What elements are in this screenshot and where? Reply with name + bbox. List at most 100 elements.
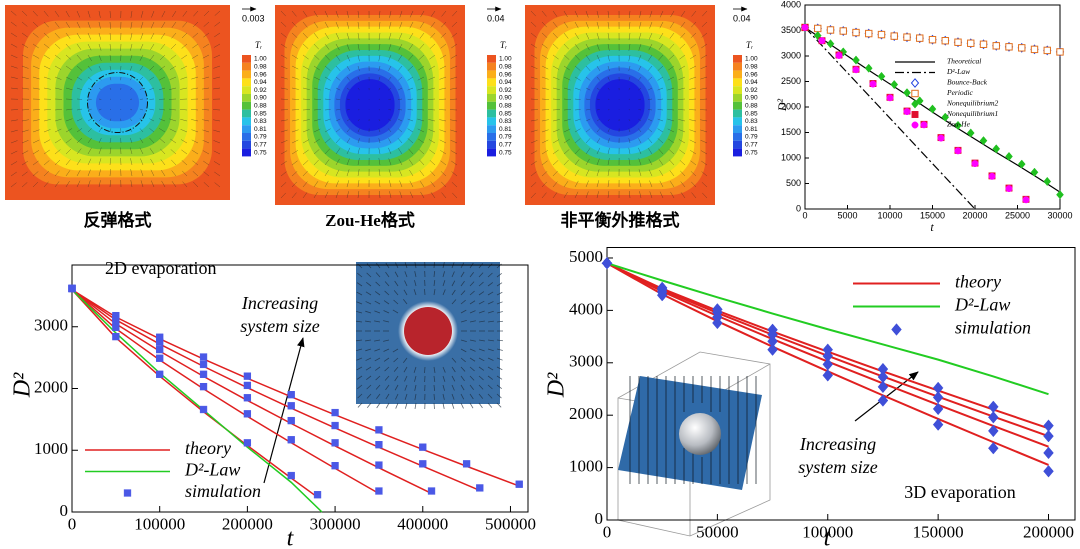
vector xyxy=(192,160,199,166)
vector xyxy=(170,149,177,155)
vector xyxy=(389,21,392,29)
vector xyxy=(76,137,83,144)
x-tick-label: 100000 xyxy=(802,523,853,542)
vector xyxy=(365,339,372,342)
vector xyxy=(596,87,601,91)
data-point xyxy=(712,316,723,330)
vector xyxy=(375,384,381,390)
vector xyxy=(700,129,708,133)
vector xyxy=(552,139,560,144)
vector xyxy=(388,54,392,62)
vector xyxy=(109,147,112,155)
data-point xyxy=(767,343,778,356)
vector xyxy=(428,65,436,70)
vector xyxy=(149,108,155,111)
colorbar-label: 0.83 xyxy=(745,118,758,125)
vector xyxy=(87,147,92,155)
colorbar-label: 0.83 xyxy=(499,118,512,125)
vector xyxy=(541,192,547,199)
vector xyxy=(139,118,144,122)
vector xyxy=(324,76,331,81)
vector xyxy=(541,10,547,17)
vector xyxy=(129,118,133,122)
vector xyxy=(374,320,381,323)
vector xyxy=(487,301,494,305)
vector xyxy=(439,149,447,155)
vector xyxy=(596,118,601,122)
vector xyxy=(384,375,390,381)
vector xyxy=(638,147,642,155)
vector xyxy=(280,140,288,144)
vector xyxy=(357,180,360,188)
data-point xyxy=(243,372,252,380)
vector xyxy=(419,170,425,177)
colorbar-label: 0.96 xyxy=(745,71,758,78)
vector xyxy=(161,10,166,18)
data-point xyxy=(903,33,911,41)
vector xyxy=(585,128,591,133)
vector xyxy=(628,98,631,100)
vector xyxy=(291,43,298,49)
vector xyxy=(439,87,447,90)
vector xyxy=(607,65,610,71)
vector xyxy=(701,32,708,38)
data-point xyxy=(243,394,252,402)
panel-caption: 反弹格式 xyxy=(84,210,152,230)
vector xyxy=(378,54,381,62)
data-point xyxy=(869,80,877,88)
vector xyxy=(346,180,350,188)
vector xyxy=(649,191,653,199)
vector xyxy=(202,119,210,122)
vector xyxy=(440,43,447,49)
vector xyxy=(378,98,381,100)
data-point xyxy=(601,256,613,270)
data-point xyxy=(865,29,873,38)
vector xyxy=(596,169,600,177)
vector xyxy=(280,32,287,38)
vector xyxy=(460,280,465,287)
vector xyxy=(374,300,381,305)
vector xyxy=(552,129,560,133)
vector xyxy=(76,43,82,50)
vector xyxy=(460,357,466,363)
vector xyxy=(191,139,199,144)
vector xyxy=(679,149,686,155)
vector xyxy=(324,109,331,111)
vector xyxy=(428,109,436,111)
vector xyxy=(638,109,642,111)
vector xyxy=(552,160,559,166)
vector xyxy=(10,87,18,90)
legend-label: simulation xyxy=(185,481,261,501)
data-point xyxy=(243,439,252,447)
vector xyxy=(383,310,390,314)
vector xyxy=(607,76,610,81)
vector xyxy=(417,109,425,111)
vector xyxy=(169,118,177,122)
data-point xyxy=(1043,465,1054,478)
vector xyxy=(469,281,475,287)
vector xyxy=(659,191,664,199)
data-point xyxy=(331,439,339,447)
vector xyxy=(182,21,188,28)
vector xyxy=(404,393,408,400)
vector xyxy=(430,21,436,28)
vector xyxy=(408,54,414,61)
data-point xyxy=(243,410,252,418)
vector xyxy=(647,109,653,111)
vector xyxy=(487,263,493,269)
vector xyxy=(98,108,102,111)
vector xyxy=(65,148,72,155)
data-point xyxy=(1005,151,1013,162)
annotation: system size xyxy=(240,316,320,336)
vector xyxy=(397,76,403,81)
vector xyxy=(150,180,155,188)
vector xyxy=(302,65,310,70)
vector xyxy=(428,119,436,122)
vector xyxy=(109,43,112,51)
vector xyxy=(487,366,494,371)
x-tick-label: 50000 xyxy=(696,523,739,542)
vector xyxy=(87,76,92,81)
vector xyxy=(659,32,664,40)
vector xyxy=(158,128,166,133)
vector xyxy=(383,357,390,362)
